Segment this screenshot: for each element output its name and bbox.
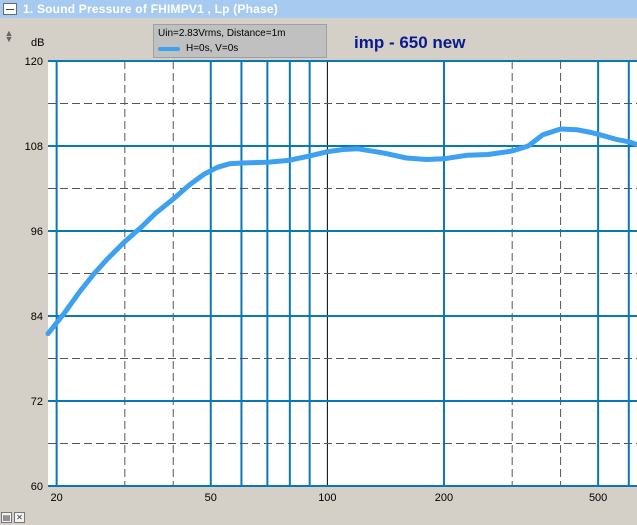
y-tick-label: 84 <box>31 311 43 323</box>
x-tick-label: 200 <box>435 492 453 504</box>
series-line <box>45 126 637 337</box>
y-tick-label: 120 <box>25 56 43 68</box>
legend-swatch <box>158 46 180 51</box>
close-icon[interactable]: ✕ <box>14 512 25 523</box>
x-tick-label: 50 <box>205 492 217 504</box>
y-axis-unit: dB <box>31 37 45 49</box>
chart-window-icon <box>3 3 17 15</box>
y-tick-label: 72 <box>31 396 43 408</box>
legend-box: Uin=2.83Vrms, Distance=1m H=0s, V=0s <box>153 24 327 58</box>
left-control-strip: ▲ ▼ <box>0 18 18 525</box>
x-tick-label: 500 <box>589 492 607 504</box>
page-icon[interactable]: ▤ <box>1 512 12 523</box>
y-tick-label: 60 <box>31 481 43 493</box>
legend-conditions: Uin=2.83Vrms, Distance=1m <box>158 28 286 39</box>
legend-series-label: H=0s, V=0s <box>186 43 239 54</box>
scroll-up-icon[interactable]: ▲ ▼ <box>4 28 14 44</box>
y-tick-label: 96 <box>31 226 43 238</box>
chart-annotation: imp - 650 new <box>354 33 466 52</box>
window-titlebar: 1. Sound Pressure of FHIMPV1 , Lp (Phase… <box>0 0 637 18</box>
window-title: 1. Sound Pressure of FHIMPV1 , Lp (Phase… <box>23 2 278 16</box>
legend-entry: H=0s, V=0s <box>158 43 238 54</box>
bottom-toolbar: ▤ ✕ <box>1 512 25 523</box>
x-tick-label: 20 <box>51 492 63 504</box>
x-tick-label: 100 <box>318 492 336 504</box>
y-tick-label: 108 <box>25 141 43 153</box>
